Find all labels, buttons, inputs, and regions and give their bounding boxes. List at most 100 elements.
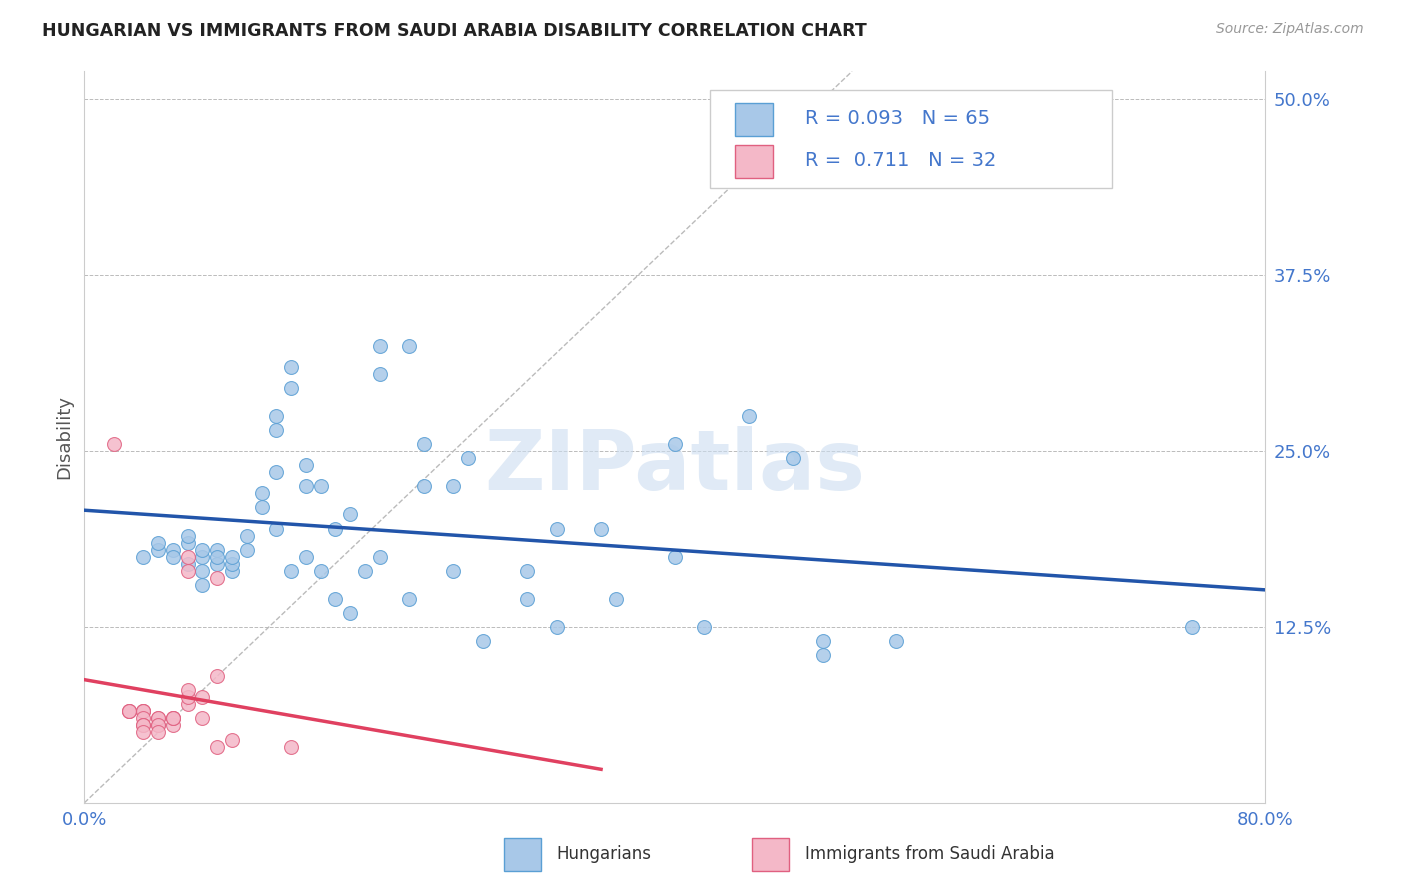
Point bbox=[207, 557, 229, 571]
Point bbox=[148, 711, 170, 725]
Point bbox=[236, 542, 259, 557]
Point bbox=[132, 705, 155, 719]
Point bbox=[177, 549, 200, 564]
Point bbox=[354, 564, 377, 578]
Point bbox=[472, 634, 495, 648]
Point bbox=[443, 479, 465, 493]
Point bbox=[162, 711, 184, 725]
Point bbox=[191, 549, 214, 564]
Point bbox=[236, 528, 259, 542]
Point bbox=[266, 521, 288, 535]
Point bbox=[413, 437, 436, 451]
Point bbox=[368, 367, 391, 381]
Point bbox=[443, 564, 465, 578]
Point bbox=[280, 381, 302, 395]
Point bbox=[191, 542, 214, 557]
Point bbox=[148, 725, 170, 739]
Point bbox=[207, 542, 229, 557]
Point bbox=[266, 423, 288, 437]
Point bbox=[398, 339, 420, 353]
Point bbox=[325, 591, 347, 606]
Point bbox=[148, 535, 170, 549]
Point bbox=[325, 521, 347, 535]
Point bbox=[693, 620, 716, 634]
Point bbox=[339, 508, 361, 522]
Point bbox=[132, 725, 155, 739]
Point bbox=[177, 683, 200, 698]
Point bbox=[605, 591, 627, 606]
Point bbox=[132, 549, 155, 564]
Point bbox=[591, 521, 613, 535]
Point bbox=[368, 549, 391, 564]
Point bbox=[398, 591, 420, 606]
Point bbox=[266, 465, 288, 479]
Point bbox=[177, 557, 200, 571]
Point bbox=[811, 648, 834, 662]
Point bbox=[546, 521, 568, 535]
Point bbox=[132, 711, 155, 725]
Point bbox=[339, 606, 361, 620]
Point bbox=[132, 718, 155, 732]
Point bbox=[191, 578, 214, 592]
Text: Hungarians: Hungarians bbox=[557, 845, 652, 863]
Point bbox=[162, 711, 184, 725]
Point bbox=[280, 359, 302, 374]
Point bbox=[162, 718, 184, 732]
Point bbox=[295, 549, 318, 564]
Point bbox=[811, 634, 834, 648]
Point bbox=[191, 711, 214, 725]
Point bbox=[177, 690, 200, 705]
Point bbox=[191, 690, 214, 705]
Point bbox=[103, 437, 125, 451]
Point bbox=[221, 732, 243, 747]
FancyBboxPatch shape bbox=[735, 145, 773, 178]
Point bbox=[250, 486, 273, 500]
Point bbox=[132, 718, 155, 732]
Point bbox=[207, 669, 229, 683]
Point bbox=[309, 479, 332, 493]
Point bbox=[516, 564, 538, 578]
Point bbox=[162, 549, 184, 564]
Point bbox=[221, 557, 243, 571]
Point bbox=[413, 479, 436, 493]
FancyBboxPatch shape bbox=[752, 838, 789, 871]
Point bbox=[368, 339, 391, 353]
Point bbox=[295, 479, 318, 493]
Point bbox=[266, 409, 288, 423]
Point bbox=[177, 564, 200, 578]
Point bbox=[118, 705, 141, 719]
Point bbox=[118, 705, 141, 719]
Text: Immigrants from Saudi Arabia: Immigrants from Saudi Arabia bbox=[804, 845, 1054, 863]
Point bbox=[664, 437, 686, 451]
Point bbox=[221, 549, 243, 564]
Point bbox=[664, 549, 686, 564]
Point bbox=[148, 718, 170, 732]
Point bbox=[516, 591, 538, 606]
Point bbox=[132, 705, 155, 719]
Point bbox=[309, 564, 332, 578]
Point bbox=[886, 634, 908, 648]
Point bbox=[207, 739, 229, 754]
Point bbox=[177, 528, 200, 542]
Point bbox=[118, 705, 141, 719]
Point bbox=[162, 711, 184, 725]
Point bbox=[782, 451, 804, 466]
Text: ZIPatlas: ZIPatlas bbox=[485, 425, 865, 507]
Text: R =  0.711   N = 32: R = 0.711 N = 32 bbox=[804, 152, 997, 170]
FancyBboxPatch shape bbox=[503, 838, 541, 871]
Point bbox=[191, 564, 214, 578]
FancyBboxPatch shape bbox=[710, 90, 1112, 188]
Point bbox=[132, 705, 155, 719]
Point bbox=[162, 542, 184, 557]
Point bbox=[148, 718, 170, 732]
Text: Source: ZipAtlas.com: Source: ZipAtlas.com bbox=[1216, 22, 1364, 37]
Point bbox=[280, 739, 302, 754]
Point bbox=[207, 549, 229, 564]
Point bbox=[295, 458, 318, 473]
Point bbox=[738, 409, 761, 423]
Point bbox=[221, 564, 243, 578]
Point bbox=[148, 711, 170, 725]
Point bbox=[1181, 620, 1204, 634]
Point bbox=[546, 620, 568, 634]
Text: HUNGARIAN VS IMMIGRANTS FROM SAUDI ARABIA DISABILITY CORRELATION CHART: HUNGARIAN VS IMMIGRANTS FROM SAUDI ARABI… bbox=[42, 22, 868, 40]
